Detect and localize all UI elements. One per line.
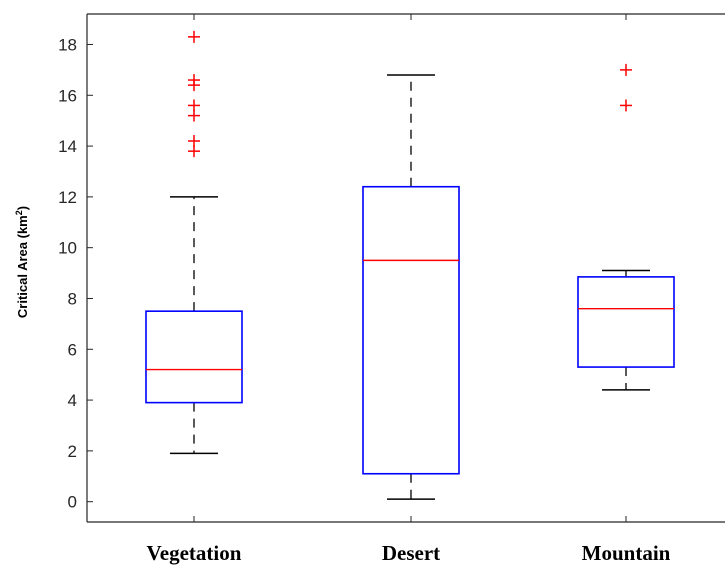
y-tick-label: 10 bbox=[58, 239, 77, 258]
outlier-point bbox=[188, 79, 200, 92]
box-vegetation bbox=[145, 30, 243, 455]
y-tick-label: 4 bbox=[68, 391, 77, 410]
y-tick-label: 18 bbox=[58, 35, 77, 54]
y-tick-label: 8 bbox=[68, 289, 77, 308]
y-axis-label-main: Critical Area (km bbox=[15, 215, 30, 318]
iqr-box bbox=[577, 276, 675, 368]
y-tick-label: 6 bbox=[68, 340, 77, 359]
iqr-box bbox=[362, 185, 460, 475]
y-tick-label: 16 bbox=[58, 86, 77, 105]
y-axis-label: Critical Area (km2) bbox=[14, 206, 30, 318]
iqr-box bbox=[145, 310, 243, 404]
x-axis-category-labels: Vegetation Desert Mountain bbox=[147, 541, 671, 565]
outlier-point bbox=[188, 99, 200, 112]
y-tick-label: 2 bbox=[68, 442, 77, 461]
y-axis-label-suffix: ) bbox=[15, 206, 30, 210]
outlier-point bbox=[188, 145, 200, 158]
outlier-point bbox=[620, 63, 632, 76]
outlier-point bbox=[188, 135, 200, 147]
box-mountain bbox=[577, 63, 675, 391]
x-category-label: Vegetation bbox=[147, 541, 242, 565]
outlier-point bbox=[188, 109, 200, 122]
x-category-label: Desert bbox=[382, 541, 440, 565]
y-axis-ticks: 0 2 4 6 8 10 12 14 16 18 bbox=[58, 14, 627, 522]
box-series bbox=[145, 30, 675, 500]
y-tick-label: 12 bbox=[58, 188, 77, 207]
y-tick-label: 0 bbox=[68, 493, 77, 512]
y-tick-label: 14 bbox=[58, 137, 77, 156]
box-desert bbox=[362, 74, 460, 500]
outlier-point bbox=[620, 99, 632, 112]
y-axis-label-superscript: 2 bbox=[14, 210, 24, 215]
axes bbox=[86, 13, 725, 523]
outlier-point bbox=[188, 30, 200, 43]
x-category-label: Mountain bbox=[582, 541, 671, 565]
